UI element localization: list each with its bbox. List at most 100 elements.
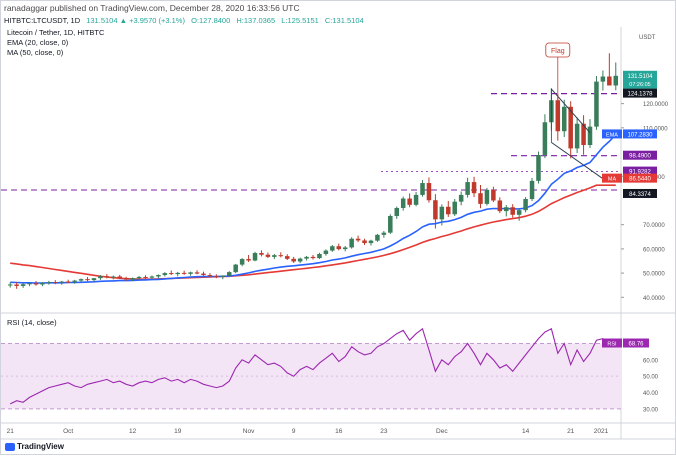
- candle: [323, 249, 329, 256]
- candle: [272, 253, 277, 260]
- candle: [433, 194, 438, 229]
- candle: [394, 206, 400, 219]
- candle: [355, 235, 361, 243]
- tradingview-logo[interactable]: TradingView: [5, 442, 64, 451]
- candle-body: [471, 182, 477, 194]
- candle-body: [368, 240, 374, 244]
- price-change: 131.5104 ▲ +3.9570 (+3.1%): [86, 16, 185, 25]
- candle: [349, 237, 354, 249]
- candle-body: [600, 76, 606, 82]
- candle: [330, 245, 335, 252]
- high-value: H:137.0365: [236, 16, 276, 25]
- candle-body: [27, 283, 32, 285]
- candle-body: [214, 276, 219, 278]
- candle-body: [78, 279, 84, 281]
- candle-body: [143, 276, 148, 278]
- candle: [123, 276, 129, 281]
- candle-body: [342, 247, 348, 250]
- low-value: L:125.5151: [281, 16, 319, 25]
- candle: [297, 257, 303, 264]
- price-badge: 107.2830 EMA: [602, 129, 657, 139]
- candle: [59, 280, 65, 285]
- rsi-tick-label: 40.00: [643, 391, 659, 397]
- candle: [53, 280, 58, 285]
- candle: [143, 275, 148, 279]
- time-tick-label: 2021: [594, 428, 609, 435]
- candle-body: [446, 206, 451, 215]
- candle: [600, 70, 606, 91]
- time-tick-label: 14: [522, 428, 530, 435]
- candle: [594, 76, 599, 130]
- candle-body: [65, 281, 71, 283]
- candle: [162, 272, 168, 277]
- candle-body: [478, 193, 483, 204]
- candle-body: [413, 194, 419, 205]
- candle-body: [20, 284, 26, 286]
- candle-body: [7, 284, 13, 286]
- candle: [136, 276, 142, 281]
- price-badge-countdown: 07:26:05: [629, 82, 650, 88]
- candle-body: [426, 183, 432, 201]
- candle-body: [194, 272, 200, 274]
- candle-body: [433, 200, 438, 220]
- close-value: C:131.5104: [324, 16, 364, 25]
- candle-body: [239, 259, 245, 265]
- candle-body: [33, 283, 39, 285]
- time-tick-label: 16: [335, 428, 343, 435]
- tradingview-logo-icon: [5, 442, 15, 451]
- candle: [14, 282, 19, 289]
- flag-lower-line: [551, 141, 604, 180]
- legend-sma: MA (50, close, 0): [7, 48, 64, 57]
- candle: [375, 233, 380, 242]
- candle: [581, 115, 586, 155]
- candle-body: [246, 259, 251, 261]
- candle-body: [497, 200, 503, 212]
- open-value: O:127.8400: [191, 16, 231, 25]
- price-tick-label: 120.0000: [643, 102, 669, 108]
- candle-body: [394, 207, 400, 216]
- rsi-tick-label: 60.00: [643, 358, 659, 364]
- candle: [516, 208, 522, 221]
- candle-body: [59, 281, 65, 283]
- price-tick-label: 110.0000: [643, 126, 668, 132]
- price-badge-label: 86.5440: [629, 177, 651, 183]
- candle: [130, 277, 135, 282]
- candle-body: [349, 238, 354, 248]
- candle-body: [491, 189, 496, 201]
- candle-body: [53, 282, 58, 284]
- candle-body: [336, 246, 342, 250]
- rsi-tick-label: 50.00: [643, 375, 659, 381]
- candle: [117, 274, 122, 279]
- flag-annotation-label: Flag: [551, 48, 565, 55]
- candle-body: [188, 272, 193, 274]
- currency-label: USDT: [639, 35, 656, 41]
- candle: [555, 93, 561, 141]
- time-tick-label: 12: [129, 428, 137, 435]
- candle: [452, 199, 457, 216]
- price-tick-label: 40.0000: [643, 296, 665, 302]
- candle-body: [91, 278, 97, 281]
- candle: [233, 263, 238, 274]
- candle: [491, 186, 496, 203]
- candle: [265, 252, 271, 259]
- price-badge-tag-bg: [602, 129, 622, 139]
- candle: [426, 177, 432, 203]
- candle-body: [278, 255, 284, 257]
- candle-body: [355, 238, 361, 241]
- candle: [214, 274, 219, 279]
- candle: [529, 177, 535, 201]
- candle: [478, 184, 483, 209]
- candle-body: [439, 206, 445, 220]
- candle-body: [40, 283, 45, 285]
- price-badge: 98.4900: [623, 150, 657, 160]
- candle-body: [407, 198, 412, 205]
- candle: [259, 250, 264, 257]
- candle: [201, 271, 206, 276]
- price-badge-bg: [623, 166, 657, 176]
- candle-body: [594, 81, 599, 127]
- candle-body: [607, 76, 612, 86]
- candle: [239, 258, 245, 267]
- candle: [98, 275, 103, 280]
- candle: [504, 205, 509, 217]
